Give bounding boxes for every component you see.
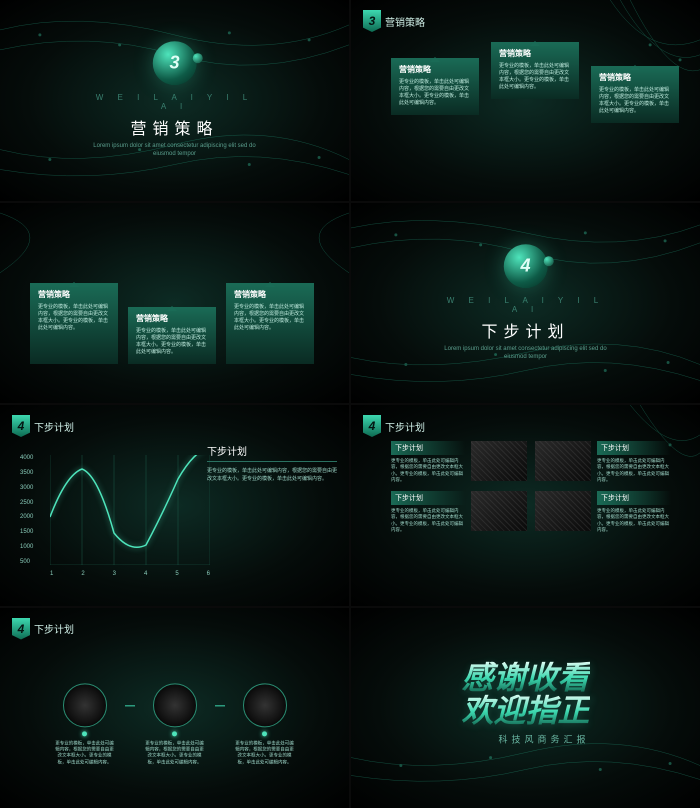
section-badge: 3 营销策略 <box>363 10 425 32</box>
section-title: 营销策略 <box>87 115 262 139</box>
badge-number: 4 <box>12 618 30 640</box>
card-body: 更专业的模板，单击此处可编辑内容，根据您的需要自由更改文本框大小。更专业的模板，… <box>38 304 110 332</box>
circle-item: 更专业的模板，单击此处可编辑内容，根据您的需要自由更改文本框大小。更专业的模板，… <box>145 683 205 765</box>
card-body: 更专业的模板，单击此处可编辑内容，根据您的需要自由更改文本框大小。更专业的模板，… <box>136 328 208 356</box>
section-badge: 4 下步计划 <box>12 618 74 640</box>
sphere-icon: 3 <box>153 41 197 85</box>
slide-section4-divider: 4 W E I L A I Y I L A I 下步计划 Lorem ipsum… <box>351 203 700 404</box>
chart-body: 更专业的模板，单击此处可编辑内容，根据您的需要自由更改文本框大小。更专业的模板，… <box>207 468 337 483</box>
circle-image <box>63 683 107 727</box>
tile-title: 下步计划 <box>391 441 465 455</box>
circle-image <box>153 683 197 727</box>
placeholder-image <box>471 441 527 481</box>
circle-item: 更专业的模板，单击此处可编辑内容，根据您的需要自由更改文本框大小。更专业的模板，… <box>235 683 295 765</box>
tile-title: 下步计划 <box>391 491 465 505</box>
image-tile: 下步计划 更专业的模板，单击此处可编辑内容，根据您的需要自由更改文本框大小。更专… <box>535 441 671 483</box>
thankyou-line1: 感谢收看 <box>461 661 589 695</box>
image-tile: 下步计划 更专业的模板，单击此处可编辑内容，根据您的需要自由更改文本框大小。更专… <box>535 491 671 533</box>
spaced-title: W E I L A I Y I L A I <box>438 296 613 314</box>
content-card: 营销策略 更专业的模板，单击此处可编辑内容，根据您的需要自由更改文本框大小。更专… <box>391 58 479 115</box>
badge-number: 4 <box>363 415 381 437</box>
tile-title: 下步计划 <box>597 441 671 455</box>
section-badge: 4 下步计划 <box>363 415 425 437</box>
card-body: 更专业的模板，单击此处可编辑内容，根据您的需要自由更改文本框大小。更专业的模板，… <box>499 63 571 91</box>
badge-number: 4 <box>12 415 30 437</box>
slide-line-chart: 4 下步计划 40003500 30002500 20001500 100050… <box>0 405 349 606</box>
circle-item: 更专业的模板，单击此处可编辑内容，根据您的需要自由更改文本框大小。更专业的模板，… <box>55 683 115 765</box>
badge-label: 营销策略 <box>385 14 425 29</box>
placeholder-image <box>535 491 591 531</box>
placeholder-image <box>471 491 527 531</box>
line-chart: 40003500 30002500 20001500 1000500 12 34… <box>50 455 210 565</box>
card-title: 营销策略 <box>38 289 110 300</box>
badge-number: 3 <box>363 10 381 32</box>
slide-image-tiles: 4 下步计划 下步计划 更专业的模板，单击此处可编辑内容，根据您的需要自由更改文… <box>351 405 700 606</box>
card-body: 更专业的模板，单击此处可编辑内容，根据您的需要自由更改文本框大小。更专业的模板，… <box>234 304 306 332</box>
section-number: 3 <box>169 53 179 74</box>
content-card: 营销策略 更专业的模板，单击此处可编辑内容，根据您的需要自由更改文本框大小。更专… <box>226 283 314 364</box>
x-axis: 12 34 56 <box>50 571 210 577</box>
spaced-title: W E I L A I Y I L A I <box>87 93 262 111</box>
badge-label: 下步计划 <box>385 419 425 434</box>
y-axis: 40003500 30002500 20001500 1000500 <box>20 455 33 565</box>
card-title: 营销策略 <box>234 289 306 300</box>
chart-description: 下步计划 更专业的模板，单击此处可编辑内容，根据您的需要自由更改文本框大小。更专… <box>207 443 337 483</box>
section-badge: 4 下步计划 <box>12 415 74 437</box>
content-card: 营销策略 更专业的模板，单击此处可编辑内容，根据您的需要自由更改文本框大小。更专… <box>30 283 118 364</box>
slide-thankyou: 感谢收看 欢迎指正 科技风商务汇报 <box>351 608 700 808</box>
badge-label: 下步计划 <box>34 621 74 636</box>
chart-title: 下步计划 <box>207 443 337 462</box>
slide-section3-divider: 3 W E I L A I Y I L A I 营销策略 Lorem ipsum… <box>0 0 349 201</box>
card-title: 营销策略 <box>136 313 208 324</box>
tile-title: 下步计划 <box>597 491 671 505</box>
content-card: 营销策略 更专业的模板，单击此处可编辑内容，根据您的需要自由更改文本框大小。更专… <box>128 307 216 364</box>
section-subtitle: Lorem ipsum dolor sit amet consectetur a… <box>87 143 262 159</box>
badge-label: 下步计划 <box>34 419 74 434</box>
card-title: 营销策略 <box>599 72 671 83</box>
slide-circle-row: 4 下步计划 更专业的模板，单击此处可编辑内容，根据您的需要自由更改文本框大小。… <box>0 608 349 808</box>
slide-3cards-stair: 3 营销策略 营销策略 更专业的模板，单击此处可编辑内容，根据您的需要自由更改文… <box>351 0 700 201</box>
circle-text: 更专业的模板，单击此处可编辑内容，根据您的需要自由更改文本框大小。更专业的模板，… <box>235 740 295 765</box>
tile-body: 更专业的模板，单击此处可编辑内容，根据您的需要自由更改文本框大小。更专业的模板，… <box>597 458 671 483</box>
content-card: 营销策略 更专业的模板，单击此处可编辑内容，根据您的需要自由更改文本框大小。更专… <box>491 42 579 99</box>
tile-body: 更专业的模板，单击此处可编辑内容，根据您的需要自由更改文本框大小。更专业的模板，… <box>597 508 671 533</box>
thankyou-line2: 欢迎指正 <box>461 695 589 729</box>
card-title: 营销策略 <box>399 64 471 75</box>
circle-image <box>243 683 287 727</box>
card-body: 更专业的模板，单击此处可编辑内容，根据您的需要自由更改文本框大小。更专业的模板，… <box>599 87 671 115</box>
section-number: 4 <box>520 255 530 276</box>
image-tile: 下步计划 更专业的模板，单击此处可编辑内容，根据您的需要自由更改文本框大小。更专… <box>391 491 527 533</box>
tile-body: 更专业的模板，单击此处可编辑内容，根据您的需要自由更改文本框大小。更专业的模板，… <box>391 458 465 483</box>
content-card: 营销策略 更专业的模板，单击此处可编辑内容，根据您的需要自由更改文本框大小。更专… <box>591 66 679 123</box>
card-body: 更专业的模板，单击此处可编辑内容，根据您的需要自由更改文本框大小。更专业的模板，… <box>399 79 471 107</box>
slide-3cards-row: 营销策略 更专业的模板，单击此处可编辑内容，根据您的需要自由更改文本框大小。更专… <box>0 203 349 404</box>
thankyou-sub: 科技风商务汇报 <box>461 733 589 746</box>
section-subtitle: Lorem ipsum dolor sit amet consectetur a… <box>438 346 613 362</box>
image-tile: 下步计划 更专业的模板，单击此处可编辑内容，根据您的需要自由更改文本框大小。更专… <box>391 441 527 483</box>
placeholder-image <box>535 441 591 481</box>
sphere-icon: 4 <box>504 244 548 288</box>
section-title: 下步计划 <box>438 318 613 342</box>
circle-text: 更专业的模板，单击此处可编辑内容，根据您的需要自由更改文本框大小。更专业的模板，… <box>55 740 115 765</box>
card-title: 营销策略 <box>499 48 571 59</box>
circle-text: 更专业的模板，单击此处可编辑内容，根据您的需要自由更改文本框大小。更专业的模板，… <box>145 740 205 765</box>
tile-body: 更专业的模板，单击此处可编辑内容，根据您的需要自由更改文本框大小。更专业的模板，… <box>391 508 465 533</box>
